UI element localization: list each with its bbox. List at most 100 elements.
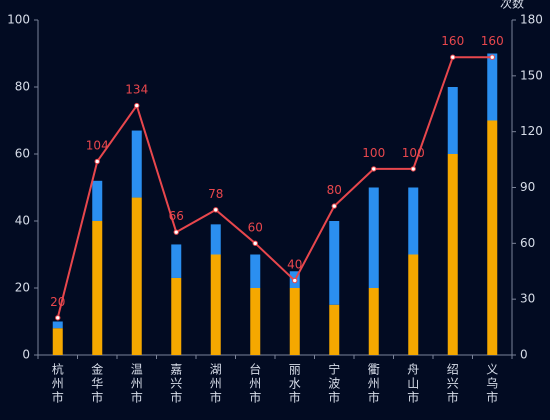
x-tick-label: 华 xyxy=(91,377,103,391)
bar-segment-series-1 xyxy=(447,154,458,355)
line-point xyxy=(450,54,456,60)
x-tick-label: 舟 xyxy=(407,363,419,377)
x-tick-label: 金 xyxy=(91,362,103,377)
x-tick-label: 绍 xyxy=(447,363,459,377)
bar-segment-series-2 xyxy=(131,130,142,198)
x-tick-label: 宁 xyxy=(328,362,340,377)
right-tick-label: 60 xyxy=(520,236,535,250)
line-data-label: 160 xyxy=(441,34,464,48)
line-point xyxy=(292,277,298,284)
x-tick-label: 湖 xyxy=(210,362,222,377)
line-data-label: 104 xyxy=(86,138,109,152)
left-tick-label: 0 xyxy=(22,348,30,362)
x-tick-label: 州 xyxy=(368,377,380,391)
bar-segment-series-2 xyxy=(171,244,182,278)
right-axis-title: 次数 xyxy=(500,0,524,11)
x-tick-label: 市 xyxy=(170,390,182,405)
line-data-label: 100 xyxy=(362,146,385,160)
x-tick-label: 台 xyxy=(249,362,261,377)
x-tick-label: 义 xyxy=(486,363,498,377)
bar-segment-series-2 xyxy=(487,53,498,121)
labels-layer: 20 104 134 66 78 60 40 80 100 100 160 160 xyxy=(50,34,504,309)
line-series-path xyxy=(56,56,493,319)
x-tick-label: 州 xyxy=(52,377,64,391)
line-data-label: 160 xyxy=(481,34,504,48)
x-tick-label: 市 xyxy=(486,390,498,405)
line-point xyxy=(252,240,258,247)
x-tick-label: 市 xyxy=(289,390,301,405)
x-tick-label: 波 xyxy=(328,377,340,391)
x-tick-label: 兴 xyxy=(447,377,459,391)
x-tick-label: 市 xyxy=(328,390,340,405)
bar-segment-series-1 xyxy=(368,288,379,355)
x-tick-label: 市 xyxy=(210,390,222,405)
x-tick-label: 丽 xyxy=(289,363,301,377)
bar-segment-series-1 xyxy=(131,197,142,355)
bar-segment-series-1 xyxy=(408,254,419,355)
x-tick-label: 山 xyxy=(407,377,419,391)
line-data-label: 134 xyxy=(125,83,148,97)
x-tick-label: 乌 xyxy=(486,376,498,391)
x-tick-label: 市 xyxy=(131,390,143,405)
line-data-label: 78 xyxy=(208,187,223,201)
line-point xyxy=(55,315,61,321)
bar-segment-series-2 xyxy=(250,254,261,288)
line-point xyxy=(410,166,416,172)
bars-layer xyxy=(52,53,498,355)
line-data-label: 100 xyxy=(402,146,425,160)
line-point xyxy=(173,229,179,235)
x-tick-label: 州 xyxy=(131,377,143,391)
bar-segment-series-1 xyxy=(289,288,300,355)
right-tick-label: 120 xyxy=(520,124,543,138)
line-data-label: 60 xyxy=(248,220,263,234)
line-point xyxy=(94,158,100,165)
bar-segment-series-2 xyxy=(329,221,340,305)
line-data-label: 66 xyxy=(169,209,184,223)
left-tick-label: 80 xyxy=(15,80,30,94)
bar-segment-series-1 xyxy=(487,120,498,355)
right-tick-label: 90 xyxy=(520,180,535,194)
x-tick-label: 市 xyxy=(91,390,103,405)
left-tick-label: 40 xyxy=(15,214,30,228)
line-layer xyxy=(55,54,495,321)
x-tick-label: 水 xyxy=(289,377,301,391)
bar-segment-series-1 xyxy=(171,277,182,355)
x-tick-label: 州 xyxy=(210,377,222,391)
x-tick-label: 市 xyxy=(407,390,419,405)
x-tick-label: 嘉 xyxy=(170,363,182,377)
x-tick-label: 州 xyxy=(249,377,261,391)
line-data-label: 40 xyxy=(287,258,302,272)
bar-segment-series-2 xyxy=(210,224,221,255)
x-tick-label: 温 xyxy=(131,363,143,377)
right-tick-label: 30 xyxy=(520,292,535,306)
bar-segment-series-1 xyxy=(329,304,340,355)
line-point xyxy=(331,203,337,209)
line-point xyxy=(134,102,140,109)
line-data-label: 80 xyxy=(327,183,342,197)
x-tick-label: 兴 xyxy=(170,377,182,391)
x-tick-label: 市 xyxy=(368,390,380,405)
right-tick-label: 150 xyxy=(520,68,543,82)
bar-segment-series-2 xyxy=(447,87,458,154)
line-point xyxy=(213,207,219,213)
axes-layer: 0204060801000306090120150180杭州市金华市温州市嘉兴市… xyxy=(7,13,543,405)
line-data-label: 20 xyxy=(50,295,65,309)
left-tick-label: 20 xyxy=(15,281,30,295)
x-tick-label: 市 xyxy=(52,390,64,405)
bar-segment-series-2 xyxy=(368,187,379,288)
bar-segment-series-1 xyxy=(210,254,221,355)
left-tick-label: 60 xyxy=(15,147,30,161)
x-tick-label: 衢 xyxy=(368,363,380,377)
bar-segment-series-1 xyxy=(250,288,261,355)
right-tick-label: 180 xyxy=(520,13,543,27)
bar-segment-series-2 xyxy=(92,180,103,221)
line-point xyxy=(489,54,495,60)
line-point xyxy=(371,166,377,172)
bar-segment-series-2 xyxy=(52,321,63,329)
left-tick-label: 100 xyxy=(7,13,30,27)
x-tick-label: 市 xyxy=(249,390,261,405)
x-tick-label: 杭 xyxy=(52,362,64,377)
x-tick-label: 市 xyxy=(447,390,459,405)
